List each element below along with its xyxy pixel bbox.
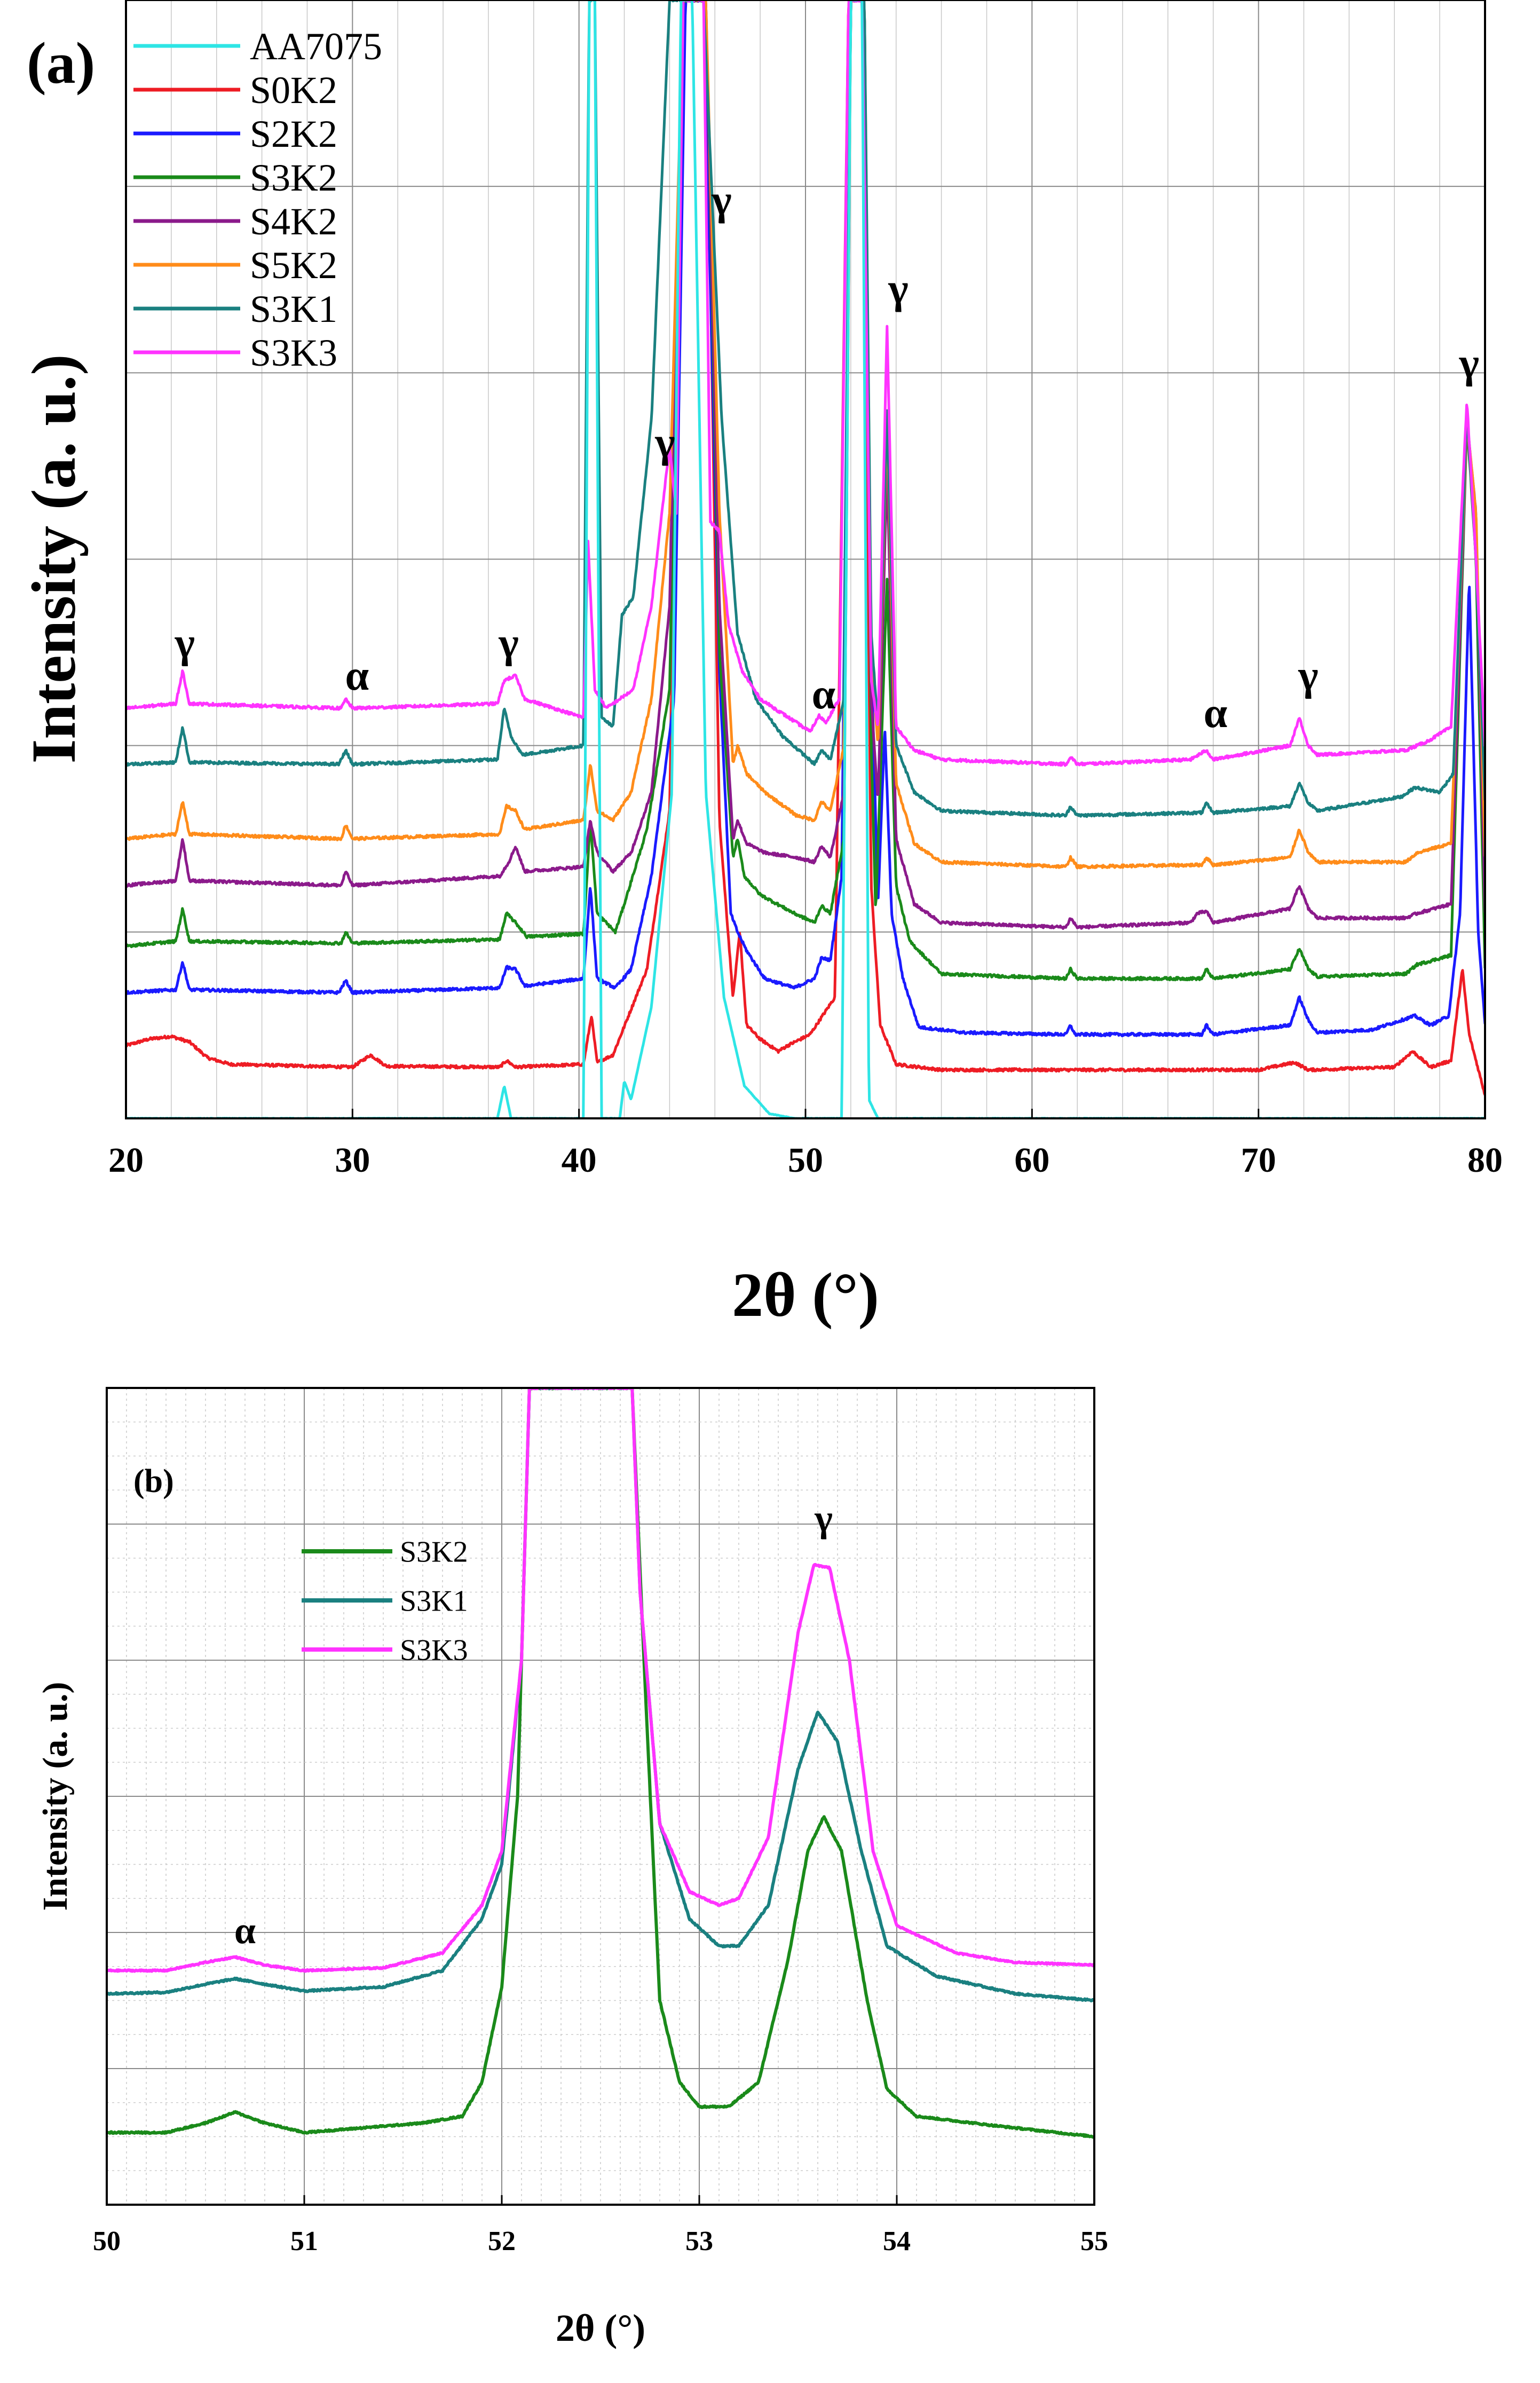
a-x-tick-label: 30 [335, 1141, 370, 1180]
b-x-tick-label: 54 [883, 2226, 911, 2256]
b-x-tick-label: 52 [488, 2226, 516, 2256]
panel-b-x-axis-title: 2θ (°) [556, 2307, 645, 2349]
panel-a-x-ticks: 20 30 40 50 60 70 80 [108, 1109, 1503, 1180]
panel-b-y-axis-title: Intensity (a. u.) [36, 1682, 75, 1911]
peak-annotation: α [345, 652, 369, 699]
panel-b-plot-frame [106, 1387, 1095, 2206]
peak-annotation: γ [175, 620, 195, 667]
series-line-s3k3 [107, 1388, 1094, 1973]
b-x-tick-label: 55 [1080, 2226, 1108, 2256]
peak-annotation: α [812, 671, 836, 718]
legend-item-s0k2: S0K2 [133, 69, 337, 112]
series-line-s3k1 [126, 0, 1485, 818]
a-x-tick-label: 70 [1241, 1141, 1276, 1180]
peak-annotation: γ [1459, 340, 1479, 387]
legend-item-s3k2: S3K2 [302, 1536, 468, 1569]
a-x-tick-label: 40 [562, 1141, 597, 1180]
peak-annotation: γ [654, 419, 675, 466]
legend-label: S3K2 [250, 156, 337, 199]
legend-label: S3K3 [400, 1634, 468, 1667]
legend-item-s4k2: S4K2 [133, 200, 337, 243]
a-x-tick-label: 60 [1014, 1141, 1049, 1180]
legend-item-s3k1: S3K1 [133, 288, 337, 330]
legend-label: S4K2 [250, 200, 337, 243]
series-line-s3k3 [126, 0, 1485, 767]
legend-label: AA7075 [250, 25, 382, 68]
panel-b-grid [107, 1388, 1094, 2205]
peak-annotation: γ [498, 620, 518, 667]
a-x-tick-label: 50 [788, 1141, 823, 1180]
peak-annotation: α [1204, 690, 1228, 737]
peak-annotation: γ [888, 265, 908, 312]
series-line-s3k1 [107, 1388, 1094, 2002]
legend-label: S3K2 [400, 1536, 468, 1569]
legend-item-aa7075: AA7075 [133, 25, 382, 68]
panel-a: γ α γ γ γ α γ α γ γ 20 30 40 50 60 70 80 AA7075S0K2S2K2… [19, 0, 1503, 1330]
a-x-tick-label: 20 [108, 1141, 144, 1180]
legend-item-s3k1: S3K1 [302, 1585, 468, 1618]
b-x-tick-label: 53 [685, 2226, 713, 2256]
peak-annotation: α [234, 1909, 256, 1952]
legend-label: S3K1 [400, 1585, 468, 1618]
legend-item-s2k2: S2K2 [133, 113, 337, 155]
a-x-tick-label: 80 [1467, 1141, 1503, 1180]
panel-b-label: (b) [133, 1463, 174, 1500]
legend-item-s3k3: S3K3 [133, 332, 337, 374]
panel-a-y-axis-title: Intensity (a. u.) [19, 354, 89, 763]
legend-item-s3k3: S3K3 [302, 1634, 468, 1667]
legend-label: S3K3 [250, 332, 337, 374]
legend-label: S3K1 [250, 288, 337, 330]
panel-b-annotations: αγ [234, 1497, 833, 1952]
b-x-tick-label: 50 [93, 2226, 121, 2256]
legend-label: S2K2 [250, 113, 337, 155]
series-line-s0k2 [126, 0, 1485, 1096]
series-line-s4k2 [126, 0, 1485, 930]
panel-a-series [126, 0, 1485, 1118]
panel-b-legend: S3K2 S3K1 S3K3 [302, 1536, 468, 1667]
legend-item-s5k2: S5K2 [133, 244, 337, 287]
panel-a-label: (a) [27, 30, 95, 96]
legend-label: S0K2 [250, 69, 337, 112]
series-line-s5k2 [126, 0, 1485, 870]
legend-item-s3k2: S3K2 [133, 156, 337, 199]
panel-a-annotations: γ α γ γ γ α γ α γ γ [175, 177, 1479, 737]
peak-annotation: γ [814, 1497, 833, 1540]
series-line-s3k2 [126, 0, 1485, 982]
peak-annotation: γ [1298, 652, 1318, 699]
peak-annotation: γ [711, 177, 731, 224]
panel-a-x-axis-title: 2θ (°) [732, 1260, 879, 1330]
series-line-s2k2 [126, 0, 1485, 1037]
b-x-tick-label: 51 [290, 2226, 318, 2256]
panel-b-x-ticks: 50 51 52 53 54 55 [93, 2195, 1108, 2256]
legend-label: S5K2 [250, 244, 337, 287]
